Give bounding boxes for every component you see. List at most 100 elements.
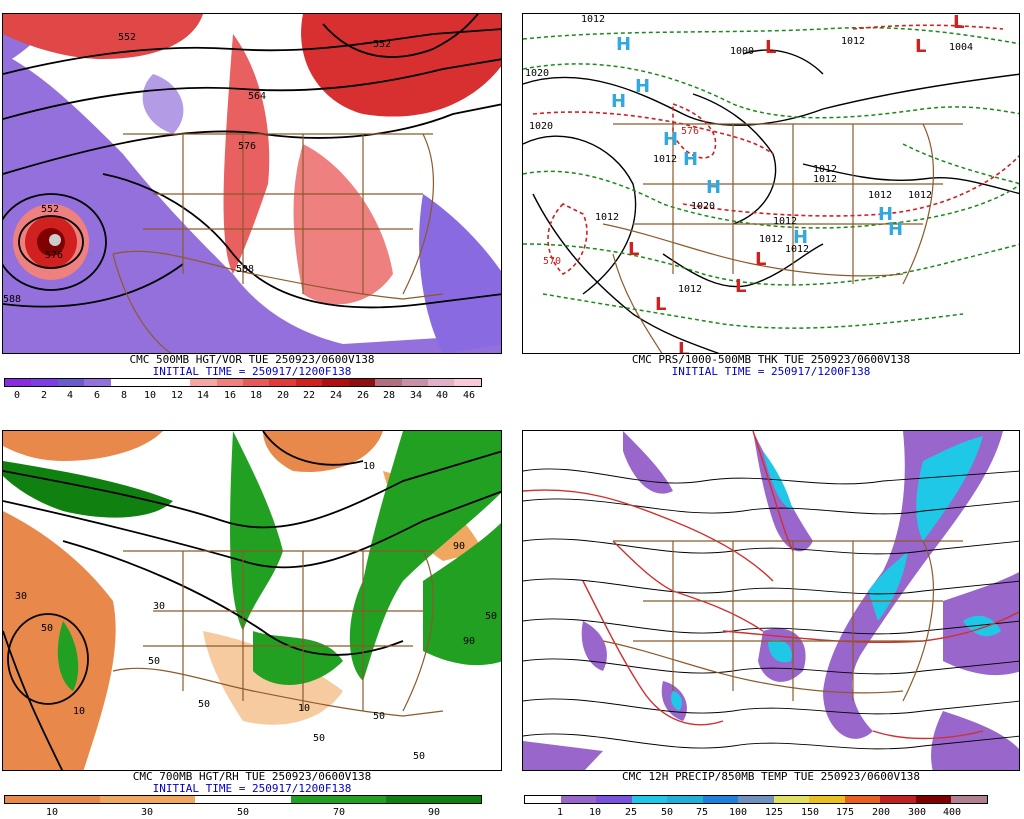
scale-tick-label: 8 bbox=[120, 390, 128, 401]
scale-tick-label: 25 bbox=[624, 807, 638, 818]
contour-label: 1012 bbox=[595, 212, 620, 223]
color-swatch bbox=[809, 796, 845, 803]
panel-title: CMC PRS/1000-500MB THK TUE 250923/0600V1… bbox=[631, 353, 911, 366]
panel-precip-850mb-temp: CMC 12H PRECIP/850MB TEMP TUE 250923/060… bbox=[520, 410, 1024, 819]
color-swatch bbox=[290, 796, 386, 803]
contour-label: 1012 bbox=[759, 234, 784, 245]
contour-label: 1012 bbox=[908, 190, 933, 201]
contour-label: 50 bbox=[373, 711, 386, 722]
contour-label: 50 bbox=[313, 733, 326, 744]
contour-label: 1004 bbox=[949, 42, 974, 53]
color-scale-bar bbox=[4, 378, 482, 387]
scale-tick-label: 16 bbox=[223, 390, 237, 401]
contour-label: 50 bbox=[413, 751, 426, 762]
color-swatch bbox=[110, 379, 138, 386]
color-swatch bbox=[428, 379, 455, 386]
map-pressure-thickness: H H H H H H H H H L L L L L L L L 1012 1… bbox=[522, 13, 1020, 354]
panel-700mb-rh: 30 50 10 50 90 50 50 10 50 50 50 90 30 1… bbox=[0, 410, 512, 819]
color-swatch bbox=[401, 379, 428, 386]
color-swatch bbox=[525, 796, 561, 803]
contour-label: 30 bbox=[153, 601, 166, 612]
contour-label: 1012 bbox=[785, 244, 810, 255]
contour-label: 50 bbox=[41, 623, 54, 634]
contour-label: 1012 bbox=[813, 174, 838, 185]
color-swatch bbox=[242, 379, 270, 386]
scale-tick-label: 70 bbox=[332, 807, 346, 818]
color-swatch bbox=[84, 379, 111, 386]
color-swatch bbox=[702, 796, 739, 803]
contour-label: 1000 bbox=[730, 46, 755, 57]
scale-tick-label: 50 bbox=[660, 807, 674, 818]
scale-tick-label: 24 bbox=[329, 390, 343, 401]
contour-label: 552 bbox=[373, 39, 392, 50]
scale-tick-label: 40 bbox=[435, 390, 449, 401]
contour-label: 10 bbox=[298, 703, 311, 714]
color-swatch bbox=[5, 379, 32, 386]
scale-tick-label: 6 bbox=[93, 390, 101, 401]
panel-title: CMC 700MB HGT/RH TUE 250923/0600V138 bbox=[132, 770, 372, 783]
color-swatch bbox=[375, 379, 402, 386]
contour-label: 1020 bbox=[691, 201, 716, 212]
panel-500mb-vorticity: 552 552 564 576 552 576 588 588 CMC 500M… bbox=[0, 0, 512, 410]
scale-tick-label: 100 bbox=[728, 807, 748, 818]
contour-label: 90 bbox=[453, 541, 466, 552]
contour-label: 30 bbox=[15, 591, 28, 602]
contour-label: 588 bbox=[236, 264, 255, 275]
low-pressure-marker: L bbox=[628, 239, 640, 260]
color-swatch bbox=[269, 379, 296, 386]
color-swatch bbox=[844, 796, 881, 803]
high-pressure-marker: H bbox=[878, 204, 894, 225]
color-scale-labels: 10 30 50 70 90 bbox=[4, 807, 482, 819]
color-scale-labels: 1 10 25 50 75 100 125 150 175 200 300 400 bbox=[524, 807, 988, 819]
low-pressure-marker: L bbox=[915, 36, 927, 57]
color-swatch bbox=[100, 796, 196, 803]
scale-tick-label: 90 bbox=[427, 807, 441, 818]
contour-label: 1012 bbox=[841, 36, 866, 47]
contour-label: 576 bbox=[45, 250, 64, 261]
contour-label: 1012 bbox=[581, 14, 606, 25]
panel-caption: CMC 12H PRECIP/850MB TEMP TUE 250923/060… bbox=[522, 771, 1020, 783]
contour-label: 1012 bbox=[868, 190, 893, 201]
contour-label: 10 bbox=[363, 461, 376, 472]
color-swatch bbox=[951, 796, 987, 803]
contour-label: 1012 bbox=[773, 216, 798, 227]
low-pressure-marker: L bbox=[765, 37, 777, 58]
scale-tick-label: 75 bbox=[695, 807, 709, 818]
color-swatch bbox=[385, 796, 482, 803]
contour-label: 50 bbox=[485, 611, 498, 622]
color-scale-labels: 0 2 4 6 8 10 12 14 16 18 20 22 24 26 28 34 40 46 bbox=[4, 390, 482, 402]
color-swatch bbox=[880, 796, 916, 803]
color-swatch bbox=[31, 379, 58, 386]
contour-label: 1012 bbox=[653, 154, 678, 165]
high-pressure-marker: H bbox=[635, 76, 651, 97]
high-pressure-marker: H bbox=[888, 219, 904, 240]
scale-tick-label: 46 bbox=[462, 390, 476, 401]
high-pressure-marker: H bbox=[663, 129, 679, 150]
map-canvas bbox=[3, 431, 501, 770]
contour-label: 50 bbox=[148, 656, 161, 667]
color-swatch bbox=[137, 379, 164, 386]
map-700mb-rh: 30 50 10 50 90 50 50 10 50 50 50 90 30 1… bbox=[2, 430, 502, 771]
color-swatch bbox=[738, 796, 774, 803]
color-swatch bbox=[596, 796, 632, 803]
scale-tick-label: 1 bbox=[556, 807, 564, 818]
high-pressure-marker: H bbox=[683, 149, 699, 170]
high-pressure-marker: H bbox=[793, 227, 809, 248]
low-pressure-marker: L bbox=[655, 294, 667, 315]
color-swatch bbox=[560, 796, 597, 803]
color-swatch bbox=[5, 796, 101, 803]
scale-tick-label: 150 bbox=[800, 807, 820, 818]
scale-tick-label: 300 bbox=[907, 807, 927, 818]
contour-label: 1012 bbox=[813, 164, 838, 175]
color-swatch bbox=[322, 379, 349, 386]
contour-label: 50 bbox=[198, 699, 211, 710]
color-swatch bbox=[190, 379, 217, 386]
scale-tick-label: 34 bbox=[409, 390, 423, 401]
scale-tick-label: 200 bbox=[871, 807, 891, 818]
color-swatch bbox=[57, 379, 85, 386]
scale-tick-label: 22 bbox=[302, 390, 316, 401]
low-pressure-marker: L bbox=[755, 249, 767, 270]
color-scale-bar bbox=[4, 795, 482, 804]
scale-tick-label: 50 bbox=[236, 807, 250, 818]
map-precip-850mb-temp bbox=[522, 430, 1020, 771]
